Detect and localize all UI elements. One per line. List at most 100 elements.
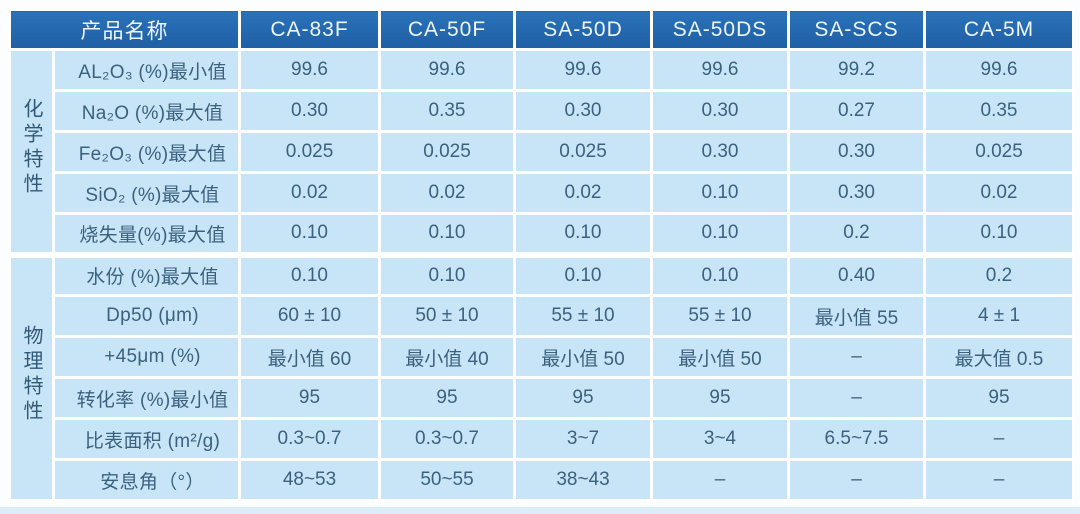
value-cell: 0.2 [923, 251, 1075, 297]
value-cell: 95 [378, 376, 516, 420]
row-label: 安息角（°） [52, 458, 241, 502]
value-cell: 95 [513, 376, 653, 420]
value-cell: – [923, 458, 1075, 502]
column-header-sa-scs: SA-SCS [787, 8, 926, 51]
value-cell: – [650, 458, 790, 502]
value-cell: 0.35 [378, 89, 516, 133]
table-row-plus45um: +45μm (%) 最小值 60 最小值 40 最小值 50 最小值 50 – … [10, 335, 1075, 379]
value-cell: 0.10 [650, 251, 790, 297]
next-section-edge [0, 507, 1080, 514]
value-cell: 55 ± 10 [513, 294, 653, 338]
row-label: 水份 (%)最大值 [52, 251, 241, 297]
value-cell: 99.6 [513, 48, 653, 92]
group-label-text: 物理特性 [20, 325, 42, 426]
row-label: Dp50 (μm) [52, 294, 241, 338]
value-cell: 38~43 [513, 458, 653, 502]
table-row-al2o3: 化学特性 AL₂O₃ (%)最小值 99.6 99.6 99.6 99.6 99… [8, 48, 1075, 256]
value-cell: 95 [650, 376, 790, 420]
product-spec-table-wrap: 产品名称 CA-83F CA-50F SA-50D SA-50DS SA-SCS… [8, 8, 1075, 502]
value-cell: 99.6 [923, 48, 1075, 92]
value-cell: 0.3~0.7 [378, 417, 516, 461]
value-cell: 0.10 [378, 212, 516, 256]
value-cell: 0.025 [513, 130, 653, 174]
column-header-ca-5m: CA-5M [923, 8, 1075, 51]
value-cell: 0.10 [238, 212, 381, 256]
value-cell: 6.5~7.5 [787, 417, 926, 461]
value-cell: 0.30 [238, 89, 381, 133]
product-spec-table: 产品名称 CA-83F CA-50F SA-50D SA-50DS SA-SCS… [8, 8, 1075, 502]
value-cell: – [787, 335, 926, 379]
value-cell: 0.30 [650, 89, 790, 133]
table-row-dp50: Dp50 (μm) 60 ± 10 50 ± 10 55 ± 10 55 ± 1… [10, 294, 1075, 338]
value-cell: 0.025 [378, 130, 516, 174]
value-cell: 最小值 50 [513, 335, 653, 379]
value-cell: 0.02 [238, 171, 381, 215]
row-label: Fe₂O₃ (%)最大值 [52, 130, 241, 174]
value-cell: 0.30 [787, 171, 926, 215]
row-label: SiO₂ (%)最大值 [52, 171, 241, 215]
column-header-ca-50f: CA-50F [378, 8, 516, 51]
corner-header: 产品名称 [8, 8, 241, 51]
table-row-loi: 烧失量(%)最大值 0.10 0.10 0.10 0.10 0.2 0.10 [10, 212, 1075, 256]
value-cell: 99.6 [238, 48, 381, 92]
row-label: +45μm (%) [52, 335, 241, 379]
column-header-sa-50ds: SA-50DS [650, 8, 790, 51]
row-label: AL₂O₃ (%)最小值 [52, 48, 241, 92]
value-cell: 0.02 [378, 171, 516, 215]
table-row-sio2: SiO₂ (%)最大值 0.02 0.02 0.02 0.10 0.30 0.0… [10, 171, 1075, 215]
value-cell: 0.10 [650, 212, 790, 256]
table-row-moisture: 物理特性 水份 (%)最大值 0.10 0.10 0.10 0.10 0.40 … [8, 251, 1075, 502]
value-cell: 最大值 0.5 [923, 335, 1075, 379]
table-row-repose-angle: 安息角（°） 48~53 50~55 38~43 – – – [10, 458, 1075, 502]
value-cell: 0.2 [787, 212, 926, 256]
row-label: 转化率 (%)最小值 [52, 376, 241, 420]
group-label-text: 化学特性 [20, 98, 42, 199]
value-cell: 最小值 60 [238, 335, 381, 379]
value-cell: 3~7 [513, 417, 653, 461]
row-label: 比表面积 (m²/g) [52, 417, 241, 461]
value-cell: 0.10 [650, 171, 790, 215]
value-cell: 0.30 [650, 130, 790, 174]
value-cell: 0.02 [513, 171, 653, 215]
column-header-sa-50d: SA-50D [513, 8, 653, 51]
value-cell: – [787, 376, 926, 420]
group-label-physical: 物理特性 [8, 251, 55, 502]
value-cell: 0.35 [923, 89, 1075, 133]
value-cell: 0.10 [238, 251, 381, 297]
value-cell: 最小值 40 [378, 335, 516, 379]
table-row-fe2o3: Fe₂O₃ (%)最大值 0.025 0.025 0.025 0.30 0.30… [10, 130, 1075, 174]
value-cell: 0.10 [378, 251, 516, 297]
value-cell: 最小值 55 [787, 294, 926, 338]
value-cell: 55 ± 10 [650, 294, 790, 338]
value-cell: – [787, 458, 926, 502]
value-cell: 0.40 [787, 251, 926, 297]
table-row-surface-area: 比表面积 (m²/g) 0.3~0.7 0.3~0.7 3~7 3~4 6.5~… [10, 417, 1075, 461]
value-cell: 0.025 [238, 130, 381, 174]
value-cell: 60 ± 10 [238, 294, 381, 338]
value-cell: 0.30 [513, 89, 653, 133]
row-label: Na₂O (%)最大值 [52, 89, 241, 133]
column-header-ca-83f: CA-83F [238, 8, 381, 51]
value-cell: 0.025 [923, 130, 1075, 174]
value-cell: 4 ± 1 [923, 294, 1075, 338]
value-cell: 99.6 [378, 48, 516, 92]
value-cell: 95 [238, 376, 381, 420]
value-cell: 0.30 [787, 130, 926, 174]
value-cell: 95 [923, 376, 1075, 420]
value-cell: 0.10 [513, 251, 653, 297]
value-cell: 50~55 [378, 458, 516, 502]
value-cell: 0.02 [923, 171, 1075, 215]
header-row: 产品名称 CA-83F CA-50F SA-50D SA-50DS SA-SCS… [8, 8, 1075, 51]
value-cell: – [923, 417, 1075, 461]
value-cell: 0.3~0.7 [238, 417, 381, 461]
value-cell: 48~53 [238, 458, 381, 502]
table-row-na2o: Na₂O (%)最大值 0.30 0.35 0.30 0.30 0.27 0.3… [10, 89, 1075, 133]
value-cell: 0.10 [513, 212, 653, 256]
value-cell: 0.10 [923, 212, 1075, 256]
value-cell: 99.2 [787, 48, 926, 92]
value-cell: 50 ± 10 [378, 294, 516, 338]
table-row-conversion: 转化率 (%)最小值 95 95 95 95 – 95 [10, 376, 1075, 420]
value-cell: 最小值 50 [650, 335, 790, 379]
row-label: 烧失量(%)最大值 [52, 212, 241, 256]
